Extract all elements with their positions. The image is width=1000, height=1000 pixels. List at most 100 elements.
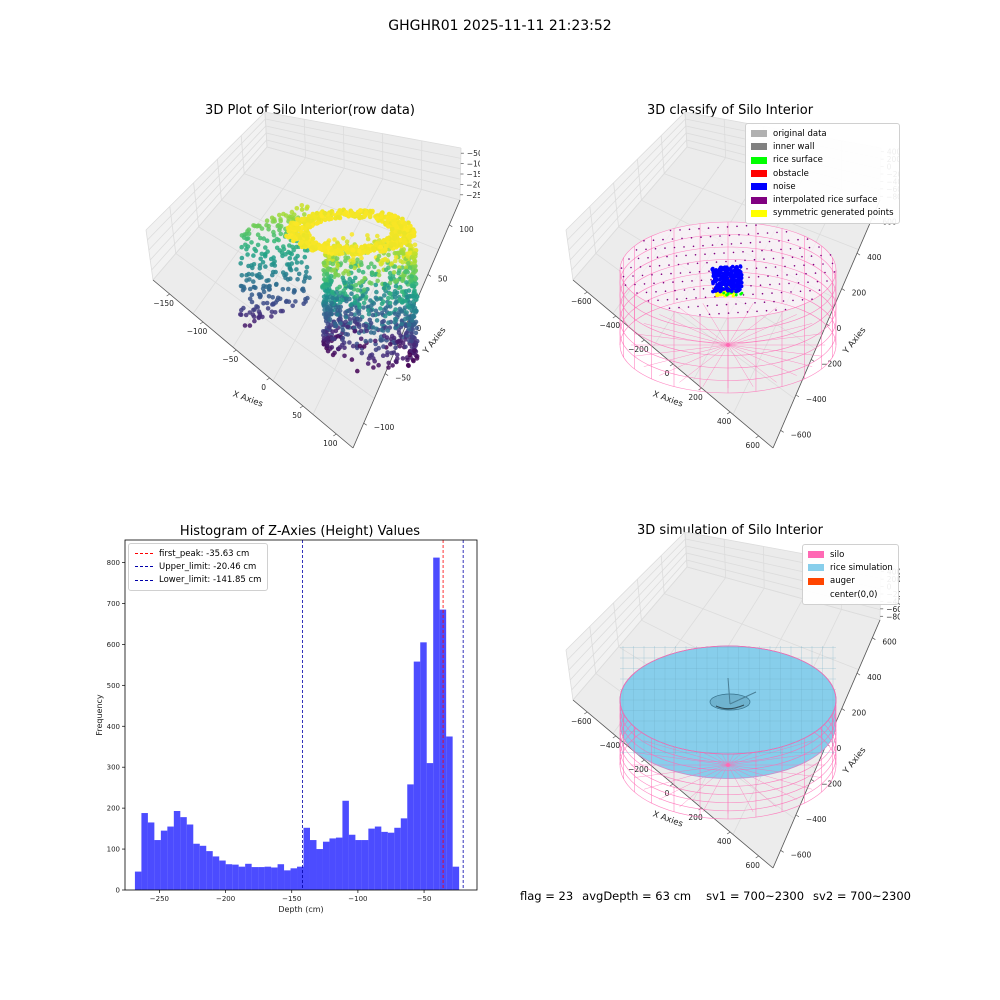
data-point <box>385 258 390 263</box>
histogram-bar <box>251 867 259 890</box>
data-point <box>327 294 332 299</box>
legend-swatch <box>751 209 767 217</box>
interpolated-point <box>780 291 783 294</box>
x-tick-label: −50 <box>222 355 238 364</box>
legend-swatch <box>751 196 767 204</box>
interpolated-point <box>818 246 820 248</box>
data-point <box>343 319 348 325</box>
histogram-plot: −250 −200 −150 −100 −50 0 100 200 300 400 500 600 70… <box>95 539 478 914</box>
interpolated-point <box>706 261 708 264</box>
data-point <box>376 253 382 259</box>
histogram-bar <box>433 557 440 890</box>
data-point <box>374 318 380 323</box>
interpolated-point <box>810 255 813 257</box>
simulation-panel: 3D simulation of Silo Interior −600 −400−… <box>560 520 900 880</box>
data-point <box>280 287 286 292</box>
interpolated-point <box>772 257 775 260</box>
x-tick-label: −250 <box>150 895 169 903</box>
interpolated-point <box>683 246 685 248</box>
data-point <box>378 244 383 250</box>
grid-line <box>266 146 461 201</box>
histogram-bar <box>342 800 349 890</box>
interpolated-point <box>744 302 747 305</box>
data-point <box>406 261 411 266</box>
auger <box>715 704 745 710</box>
x-tick <box>166 293 170 297</box>
data-point <box>401 230 407 236</box>
data-point <box>258 256 263 262</box>
interpolated-point <box>711 244 714 246</box>
interpolated-point <box>745 224 748 227</box>
interpolated-point <box>653 282 655 285</box>
data-point <box>321 341 327 347</box>
histogram-bar <box>348 834 356 890</box>
noise-point <box>717 282 721 286</box>
data-point <box>376 362 381 368</box>
noise-point <box>714 269 718 274</box>
data-point <box>284 233 289 239</box>
data-point <box>365 236 371 242</box>
data-point <box>249 292 255 297</box>
data-point <box>348 285 354 290</box>
data-point <box>342 291 348 296</box>
y-tick <box>811 779 815 782</box>
x-tick <box>755 855 759 859</box>
interpolated-point <box>723 252 725 254</box>
interpolated-point <box>763 258 765 260</box>
raw-data-panel: 3D Plot of Silo Interior(row data) −150−… <box>140 100 480 460</box>
interpolated-point <box>707 227 710 229</box>
interpolated-point <box>687 306 690 308</box>
data-point <box>322 217 328 223</box>
noise-point <box>734 279 739 284</box>
histogram-bar <box>284 870 291 890</box>
histogram-bar <box>374 826 382 890</box>
data-point <box>288 267 294 273</box>
histogram-bar <box>206 851 213 890</box>
interpolated-point <box>778 240 780 242</box>
data-point <box>335 214 341 220</box>
histogram-bar <box>141 813 148 890</box>
data-point <box>348 264 354 270</box>
interpolated-point <box>681 237 683 240</box>
noise-point <box>736 289 740 293</box>
legend-swatch <box>751 130 767 138</box>
histogram-bar <box>147 822 155 890</box>
y-tick-label: −600 <box>791 430 812 439</box>
data-point <box>411 309 417 314</box>
legend-swatch <box>808 564 824 572</box>
data-point <box>342 353 347 359</box>
data-point <box>404 280 409 285</box>
interpolated-point <box>692 245 695 248</box>
interpolated-point <box>812 263 815 266</box>
data-point <box>307 275 312 280</box>
data-point <box>358 328 364 334</box>
interpolated-point <box>809 289 811 292</box>
interpolated-point <box>717 226 719 229</box>
legend-swatch <box>751 183 767 191</box>
noise-point <box>738 265 743 269</box>
interpolated-point <box>818 289 821 291</box>
interpolated-point <box>645 291 648 294</box>
data-point <box>402 273 407 278</box>
data-point <box>361 249 367 255</box>
legend-label: center(0,0) <box>830 589 878 600</box>
interpolated-point <box>728 234 731 237</box>
histogram-bar <box>335 837 343 890</box>
data-point <box>365 233 370 238</box>
histogram-bar <box>290 868 298 890</box>
data-point <box>395 339 400 345</box>
data-point <box>330 329 335 334</box>
data-point <box>325 335 330 341</box>
classify-panel: 3D classify of Silo Interior −600 −400 −20… <box>560 100 900 460</box>
grid-line <box>637 159 642 201</box>
data-point <box>299 203 305 208</box>
x-axis-label: X Axies <box>651 389 684 409</box>
data-point <box>335 308 340 313</box>
data-point <box>252 318 257 324</box>
data-point <box>254 224 260 229</box>
data-point <box>310 236 316 242</box>
histogram-bar <box>355 840 362 890</box>
interpolated-point <box>727 312 730 314</box>
data-point <box>363 338 368 344</box>
data-point <box>362 275 367 281</box>
